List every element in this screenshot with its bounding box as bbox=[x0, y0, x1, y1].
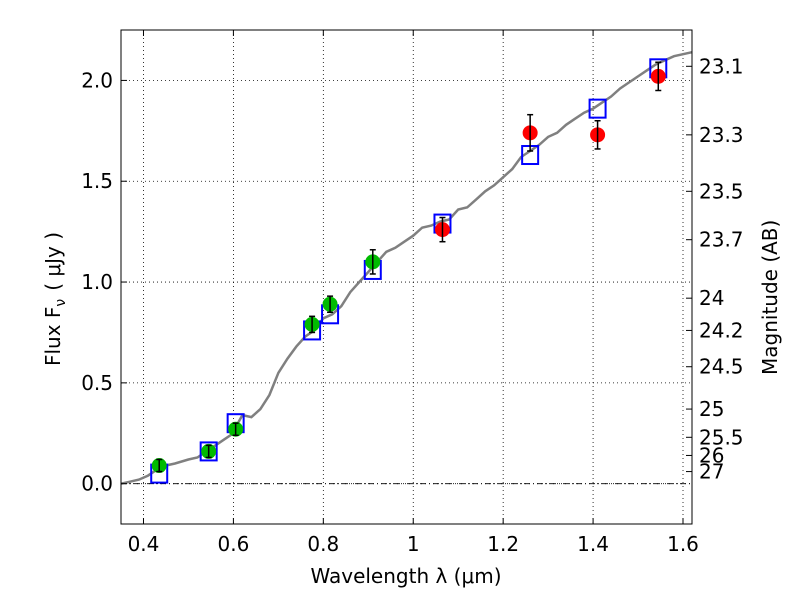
right-tick-label: 23.1 bbox=[699, 54, 744, 78]
y-tick-label: 0.5 bbox=[81, 371, 113, 395]
y-tick-label: 1.5 bbox=[81, 169, 113, 193]
x-tick-label: 1.4 bbox=[577, 532, 609, 556]
observed-points bbox=[151, 61, 666, 474]
right-tick-label: 23.7 bbox=[699, 228, 744, 252]
right-axis-title: Magnitude (AB) bbox=[758, 220, 782, 375]
y-tick-label: 2.0 bbox=[81, 68, 113, 92]
y-tick-label: 0.0 bbox=[81, 472, 113, 496]
right-tick-label: 23.3 bbox=[699, 123, 744, 147]
model-photometry-boxes bbox=[150, 58, 668, 484]
right-tick-label: 23.5 bbox=[699, 179, 744, 203]
y-axis-title-unit: ( μJy ) bbox=[41, 232, 65, 291]
y-tick-label: 1.0 bbox=[81, 270, 113, 294]
right-tick-label: 25 bbox=[699, 397, 724, 421]
right-tick-label: 25.5 bbox=[699, 425, 744, 449]
model-spectrum-line bbox=[120, 50, 693, 485]
x-tick-label: 0.8 bbox=[307, 532, 339, 556]
y-axis-title-flux: Flux F bbox=[41, 307, 65, 366]
x-axis-title: Wavelength λ (μm) bbox=[310, 564, 501, 588]
x-tick-label: 1.2 bbox=[487, 532, 519, 556]
model-box bbox=[588, 98, 607, 119]
right-tick-label: 24.5 bbox=[699, 355, 744, 379]
right-tick-label: 24 bbox=[699, 286, 724, 310]
right-tick-label: 26 bbox=[699, 443, 724, 467]
x-tick-label: 1 bbox=[407, 532, 420, 556]
model-box bbox=[199, 441, 218, 462]
right-tick-label: 24.2 bbox=[699, 318, 744, 342]
y-axis-title-sub: ν bbox=[53, 299, 69, 307]
right-tick-label: 27 bbox=[699, 460, 724, 484]
x-tick-label: 0.4 bbox=[128, 532, 160, 556]
axis-ticks: 0.4 0.6 0.8 1 1.2 1.4 1.6 0.0 0.5 1.0 1.5 2.0 23.1 23… bbox=[81, 30, 744, 556]
plot-frame bbox=[120, 29, 693, 525]
y-axis-title: Flux Fν ( μJy ) bbox=[41, 232, 69, 366]
x-tick-label: 1.6 bbox=[667, 532, 699, 556]
x-tick-label: 0.6 bbox=[217, 532, 249, 556]
